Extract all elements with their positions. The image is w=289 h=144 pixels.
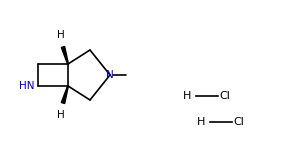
Text: Cl: Cl xyxy=(219,91,230,101)
Text: N: N xyxy=(106,70,114,80)
Text: H: H xyxy=(183,91,191,101)
Text: H: H xyxy=(57,30,65,40)
Text: HN: HN xyxy=(18,81,34,91)
Text: H: H xyxy=(197,117,205,127)
Text: Cl: Cl xyxy=(233,117,244,127)
Polygon shape xyxy=(61,47,68,64)
Text: H: H xyxy=(57,110,65,120)
Polygon shape xyxy=(61,86,68,104)
